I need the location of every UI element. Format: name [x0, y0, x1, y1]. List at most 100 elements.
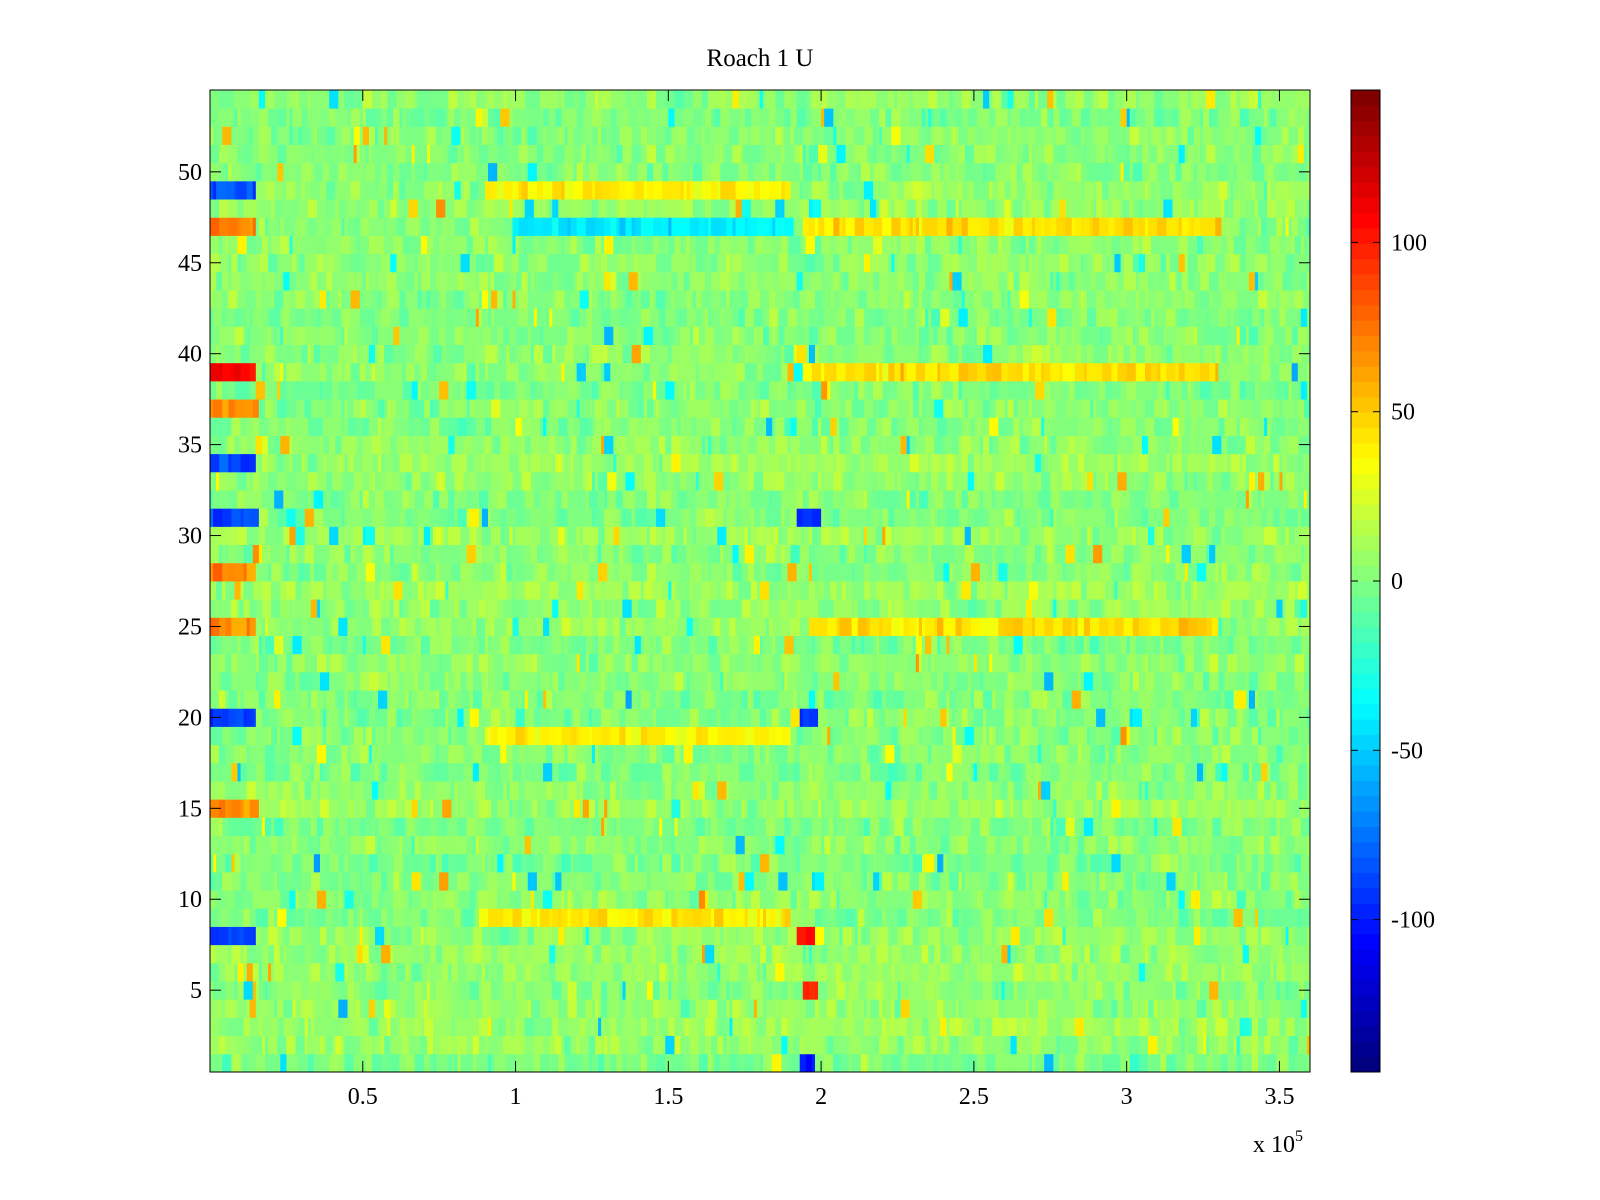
heatmap-cell: [497, 944, 504, 964]
heatmap-cell: [585, 653, 590, 673]
heatmap-cell: [1114, 635, 1121, 655]
heatmap-cell: [1102, 599, 1106, 618]
heatmap-cell: [1166, 999, 1170, 1018]
heatmap-cell: [506, 817, 516, 836]
heatmap-cell: [1126, 762, 1134, 782]
heatmap-cell: [243, 926, 254, 946]
heatmap-cell: [1187, 908, 1195, 927]
heatmap-cell: [213, 871, 223, 891]
heatmap-cell: [848, 617, 853, 636]
heatmap-cell: [821, 799, 825, 818]
heatmap-cell: [543, 871, 553, 891]
heatmap-cell: [478, 871, 486, 891]
heatmap-cell: [591, 599, 602, 618]
heatmap-cell: [1129, 635, 1137, 655]
heatmap-cell: [818, 981, 828, 1000]
heatmap-cell: [350, 635, 355, 655]
heatmap-cell: [744, 871, 755, 891]
heatmap-cell: [967, 1017, 975, 1037]
heatmap-cell: [1267, 762, 1271, 782]
heatmap-cell: [378, 853, 385, 873]
heatmap-cell: [414, 653, 422, 673]
heatmap-cell: [1001, 944, 1008, 964]
heatmap-cell: [1245, 926, 1256, 946]
heatmap-cell: [805, 635, 813, 655]
heatmap-cell: [732, 671, 743, 691]
heatmap-cell: [634, 962, 645, 982]
heatmap-cell: [646, 890, 657, 909]
heatmap-cell: [1154, 799, 1164, 818]
heatmap-cell: [1019, 762, 1024, 782]
heatmap-cell: [454, 744, 465, 764]
heatmap-cell: [1200, 926, 1204, 946]
heatmap-cell: [323, 1035, 327, 1055]
heatmap-cell: [616, 890, 623, 909]
heatmap-cell: [625, 671, 630, 691]
heatmap-cell: [720, 599, 727, 618]
heatmap-cell: [1068, 871, 1076, 891]
heatmap-cell: [329, 781, 339, 800]
heatmap-cell: [509, 762, 513, 782]
heatmap-cell: [1117, 908, 1128, 927]
heatmap-cell: [970, 690, 975, 709]
heatmap-cell: [631, 1017, 636, 1037]
heatmap-cell: [255, 635, 260, 655]
heatmap-cell: [277, 708, 284, 727]
heatmap-cell: [1230, 744, 1241, 764]
heatmap-cell: [744, 1053, 755, 1072]
heatmap-cell: [980, 817, 990, 836]
heatmap-cell: [918, 653, 923, 673]
heatmap-cell: [485, 599, 492, 618]
heatmap-cell: [408, 1035, 413, 1055]
heatmap-cell: [937, 1053, 944, 1072]
heatmap-cell: [830, 726, 834, 746]
heatmap-cell: [1077, 853, 1082, 873]
heatmap-cell: [931, 599, 941, 618]
heatmap-cell: [1294, 835, 1299, 855]
heatmap-cell: [582, 908, 590, 927]
heatmap-cell: [439, 562, 446, 582]
heatmap-cell: [882, 1017, 886, 1037]
heatmap-cell: [558, 926, 565, 946]
heatmap-cell: [1181, 599, 1189, 618]
heatmap-cell: [1028, 1053, 1033, 1072]
heatmap-cell: [478, 690, 483, 709]
heatmap-cell: [723, 562, 727, 582]
heatmap-cell: [384, 999, 391, 1018]
heatmap-cell: [323, 581, 327, 600]
heatmap-cell: [1041, 890, 1045, 909]
heatmap-cell: [799, 1053, 807, 1072]
heatmap-cell: [393, 871, 400, 891]
heatmap-cell: [1184, 762, 1195, 782]
heatmap-cell: [472, 835, 477, 855]
heatmap-cell: [662, 653, 666, 673]
heatmap-cell: [616, 671, 623, 691]
heatmap-cell: [219, 599, 229, 618]
heatmap-cell: [1181, 853, 1189, 873]
heatmap-cell: [524, 762, 535, 782]
heatmap-cell: [1239, 926, 1247, 946]
heatmap-cell: [668, 817, 672, 836]
heatmap-cell: [442, 999, 452, 1018]
heatmap-cell: [1270, 653, 1277, 673]
heatmap-cell: [866, 599, 874, 618]
heatmap-cell: [1196, 726, 1204, 746]
heatmap-cell: [1206, 617, 1210, 636]
heatmap-cell: [420, 653, 431, 673]
heatmap-cell: [439, 853, 443, 873]
heatmap-cell: [918, 835, 929, 855]
heatmap-cell: [515, 817, 526, 836]
heatmap-cell: [983, 926, 993, 946]
heatmap-cell: [873, 871, 880, 891]
heatmap-cell: [888, 762, 898, 782]
heatmap-cell: [937, 744, 944, 764]
heatmap-cell: [466, 853, 477, 873]
heatmap-cell: [481, 581, 489, 600]
heatmap-cell: [1004, 690, 1015, 709]
heatmap-cell: [686, 981, 691, 1000]
heatmap-cell: [1044, 671, 1054, 691]
heatmap-cell: [616, 708, 620, 727]
heatmap-cell: [677, 726, 688, 746]
heatmap-cell: [249, 1035, 254, 1055]
heatmap-cell: [1056, 781, 1060, 800]
